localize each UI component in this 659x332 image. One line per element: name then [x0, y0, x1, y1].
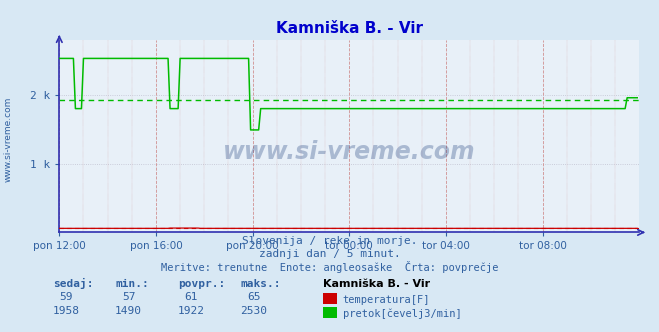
Text: Meritve: trenutne  Enote: angleosaške  Črta: povprečje: Meritve: trenutne Enote: angleosaške Črt… [161, 261, 498, 273]
Text: pretok[čevelj3/min]: pretok[čevelj3/min] [343, 308, 461, 319]
Text: www.si-vreme.com: www.si-vreme.com [223, 139, 476, 164]
Title: Kamniška B. - Vir: Kamniška B. - Vir [275, 21, 423, 36]
Text: 1922: 1922 [178, 306, 204, 316]
Text: Slovenija / reke in morje.: Slovenija / reke in morje. [242, 236, 417, 246]
Text: 57: 57 [122, 292, 135, 302]
Text: povpr.:: povpr.: [178, 279, 225, 289]
Text: 1958: 1958 [53, 306, 79, 316]
Text: zadnji dan / 5 minut.: zadnji dan / 5 minut. [258, 249, 401, 259]
Text: temperatura[F]: temperatura[F] [343, 295, 430, 305]
Text: 65: 65 [247, 292, 260, 302]
Text: sedaj:: sedaj: [53, 278, 93, 289]
Text: 61: 61 [185, 292, 198, 302]
Text: 1490: 1490 [115, 306, 142, 316]
Text: www.si-vreme.com: www.si-vreme.com [3, 97, 13, 182]
Text: 59: 59 [59, 292, 72, 302]
Text: 2530: 2530 [241, 306, 267, 316]
Text: Kamniška B. - Vir: Kamniška B. - Vir [323, 279, 430, 289]
Text: min.:: min.: [115, 279, 149, 289]
Text: maks.:: maks.: [241, 279, 281, 289]
